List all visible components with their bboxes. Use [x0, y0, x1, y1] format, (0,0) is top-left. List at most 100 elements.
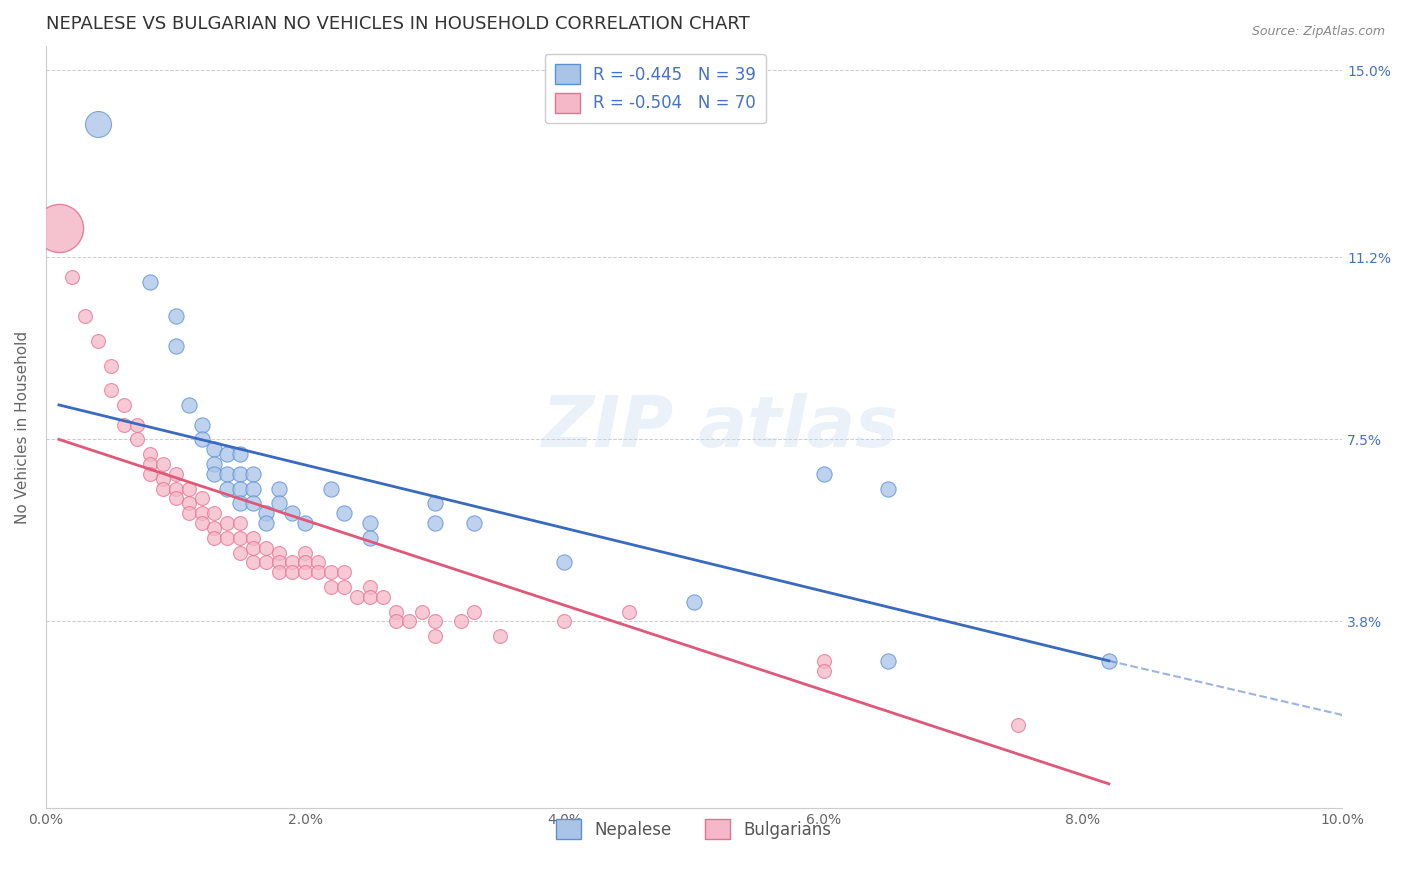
Point: [229, 496, 252, 510]
Point: [463, 605, 485, 619]
Point: [190, 506, 212, 520]
Point: [190, 433, 212, 447]
Point: [269, 545, 291, 559]
Point: [242, 541, 264, 555]
Legend: Nepalese, Bulgarians: Nepalese, Bulgarians: [550, 813, 838, 846]
Point: [321, 580, 343, 594]
Point: [229, 531, 252, 545]
Point: [204, 531, 226, 545]
Point: [100, 359, 122, 373]
Point: [359, 531, 381, 545]
Point: [125, 417, 148, 432]
Point: [254, 555, 277, 569]
Point: [423, 516, 446, 530]
Point: [281, 506, 304, 520]
Point: [138, 467, 160, 481]
Point: [229, 482, 252, 496]
Point: [242, 555, 264, 569]
Point: [488, 629, 510, 643]
Point: [87, 334, 110, 348]
Point: [242, 496, 264, 510]
Text: Source: ZipAtlas.com: Source: ZipAtlas.com: [1251, 25, 1385, 38]
Point: [371, 590, 394, 604]
Point: [190, 491, 212, 506]
Point: [242, 467, 264, 481]
Point: [242, 482, 264, 496]
Point: [242, 531, 264, 545]
Point: [190, 417, 212, 432]
Point: [48, 220, 70, 235]
Point: [229, 545, 252, 559]
Point: [553, 555, 575, 569]
Point: [269, 482, 291, 496]
Point: [217, 531, 239, 545]
Point: [294, 555, 316, 569]
Point: [138, 447, 160, 461]
Point: [254, 541, 277, 555]
Point: [385, 615, 408, 629]
Point: [333, 566, 356, 580]
Point: [321, 482, 343, 496]
Point: [204, 457, 226, 471]
Point: [217, 447, 239, 461]
Point: [229, 516, 252, 530]
Point: [385, 605, 408, 619]
Point: [423, 496, 446, 510]
Point: [177, 496, 200, 510]
Point: [165, 482, 187, 496]
Point: [333, 506, 356, 520]
Point: [60, 269, 83, 284]
Point: [359, 580, 381, 594]
Point: [269, 555, 291, 569]
Point: [165, 339, 187, 353]
Point: [87, 117, 110, 131]
Point: [217, 482, 239, 496]
Point: [217, 516, 239, 530]
Point: [619, 605, 641, 619]
Text: ZIP atlas: ZIP atlas: [541, 392, 898, 461]
Point: [423, 629, 446, 643]
Y-axis label: No Vehicles in Household: No Vehicles in Household: [15, 331, 30, 524]
Point: [112, 398, 135, 412]
Point: [450, 615, 472, 629]
Point: [877, 654, 900, 668]
Point: [204, 442, 226, 457]
Point: [294, 545, 316, 559]
Point: [307, 566, 329, 580]
Point: [100, 383, 122, 397]
Text: NEPALESE VS BULGARIAN NO VEHICLES IN HOUSEHOLD CORRELATION CHART: NEPALESE VS BULGARIAN NO VEHICLES IN HOU…: [46, 15, 749, 33]
Point: [138, 275, 160, 289]
Point: [229, 467, 252, 481]
Point: [125, 433, 148, 447]
Point: [321, 566, 343, 580]
Point: [254, 506, 277, 520]
Point: [359, 590, 381, 604]
Point: [254, 516, 277, 530]
Point: [269, 566, 291, 580]
Point: [411, 605, 433, 619]
Point: [269, 496, 291, 510]
Point: [165, 310, 187, 324]
Point: [73, 310, 96, 324]
Point: [333, 580, 356, 594]
Point: [346, 590, 368, 604]
Point: [177, 482, 200, 496]
Point: [165, 491, 187, 506]
Point: [813, 654, 835, 668]
Point: [423, 615, 446, 629]
Point: [177, 398, 200, 412]
Point: [177, 506, 200, 520]
Point: [281, 555, 304, 569]
Point: [877, 482, 900, 496]
Point: [152, 472, 174, 486]
Point: [138, 457, 160, 471]
Point: [359, 516, 381, 530]
Point: [204, 521, 226, 535]
Point: [294, 516, 316, 530]
Point: [217, 467, 239, 481]
Point: [307, 555, 329, 569]
Point: [813, 467, 835, 481]
Point: [398, 615, 420, 629]
Point: [165, 467, 187, 481]
Point: [553, 615, 575, 629]
